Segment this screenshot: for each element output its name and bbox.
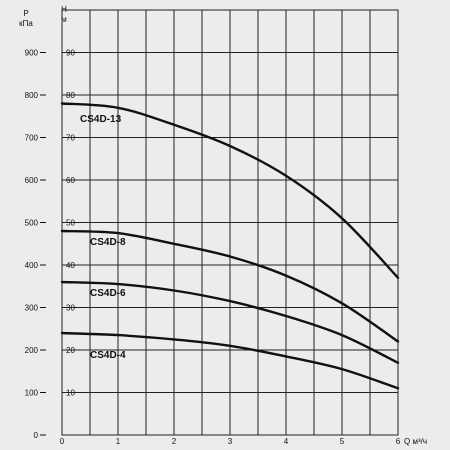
p-axis-tick-label: 700 [25,134,39,143]
p-axis-tick-label: 500 [25,219,39,228]
p-axis-tick-label: 300 [25,304,39,313]
p-axis-symbol: P [23,9,28,18]
p-axis-tick-label: 400 [25,261,39,270]
h-axis-tick-label: 10 [66,389,75,398]
curve-label-cs4d-8: CS4D-8 [90,237,126,248]
h-axis-tick-label: 20 [66,346,75,355]
h-axis-tick-label: 60 [66,176,75,185]
h-axis-tick-label: 80 [66,91,75,100]
x-axis-tick-label: 3 [228,437,233,446]
x-axis-tick-label: 2 [172,437,177,446]
curve-cs4d-8 [60,229,400,343]
h-axis-tick-label: 70 [66,134,75,143]
h-axis-unit: м [61,15,67,24]
h-axis-tick-label: 90 [66,49,75,58]
p-axis-unit: кПа [19,19,33,28]
h-axis-symbol: H [61,5,67,14]
p-axis-tick-label: 100 [25,389,39,398]
x-axis-tick-label: 6 [396,437,401,446]
q-axis-label: Q м³/ч [404,437,427,446]
p-axis-tick-label: 200 [25,346,39,355]
x-axis-tick-label: 1 [116,437,121,446]
p-axis-tick-label: 0 [34,431,39,440]
x-axis-tick-label: 5 [340,437,345,446]
p-axis-tick-label: 600 [25,176,39,185]
p-axis-tick-label: 800 [25,91,39,100]
h-axis-tick-label: 30 [66,304,75,313]
curve-cs4d-6 [60,280,400,364]
h-axis-tick-label: 50 [66,219,75,228]
h-axis-tick-label: 40 [66,261,75,270]
curve-cs4d-4 [60,331,400,390]
curve-label-cs4d-13: CS4D-13 [80,114,122,125]
curve-label-cs4d-6: CS4D-6 [90,288,126,299]
axis-ticks: 0100200300400500600700800900102030405060… [25,49,401,447]
curves: CS4D-13 CS4D-8 CS4D-6 CS4D-4 [60,102,400,390]
p-axis-tick-label: 900 [25,49,39,58]
x-axis-tick-label: 0 [60,437,65,446]
curve-label-cs4d-4: CS4D-4 [90,350,126,361]
grid [61,9,399,436]
curve-cs4d-13 [60,102,400,279]
x-axis-tick-label: 4 [284,437,289,446]
